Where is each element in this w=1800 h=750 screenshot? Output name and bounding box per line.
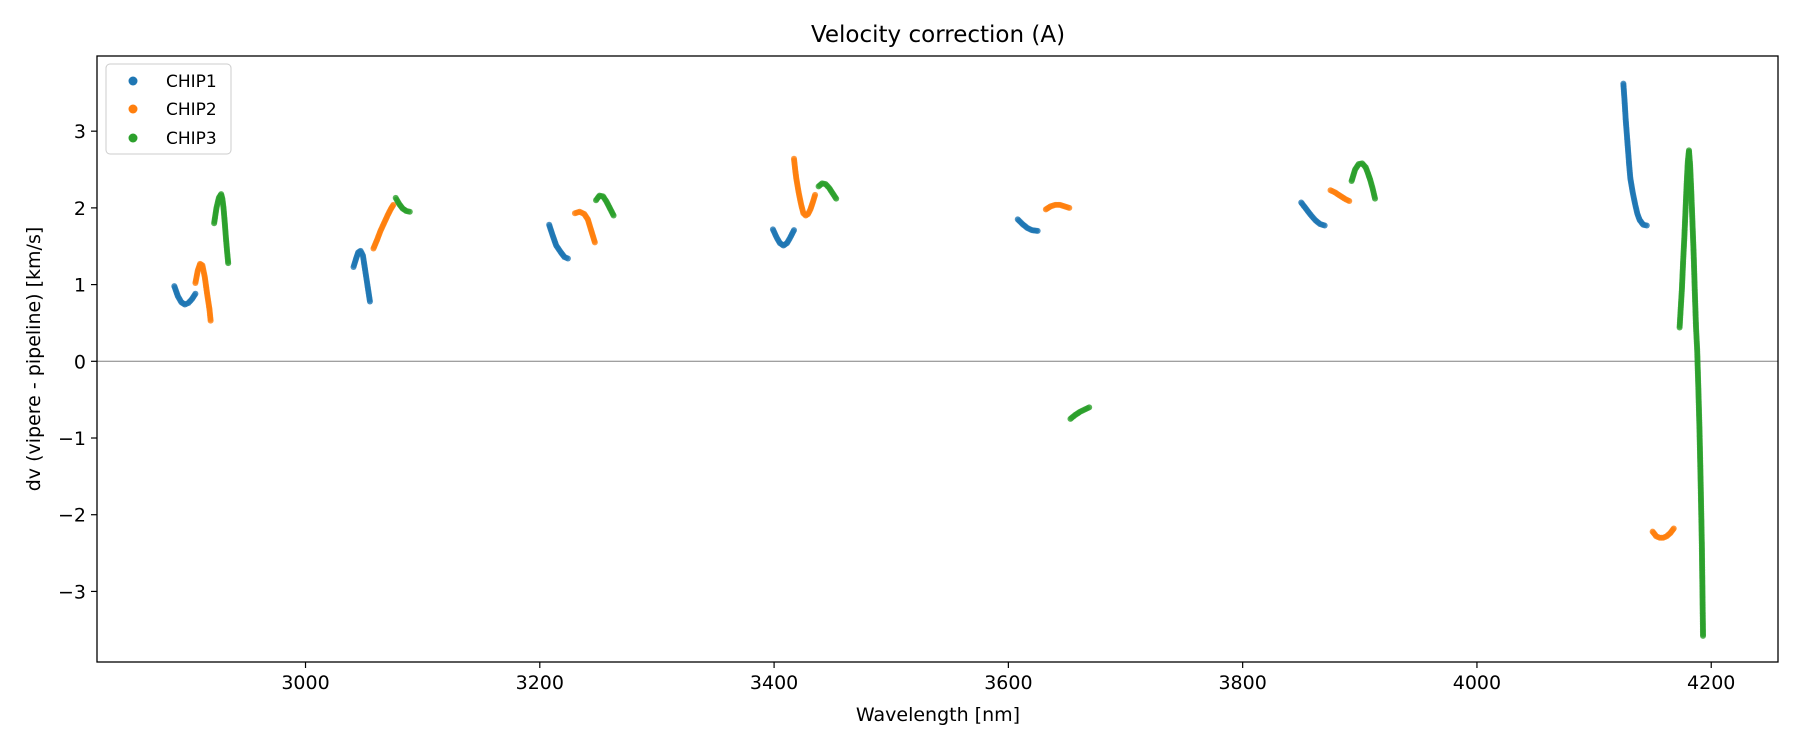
x-tick-label: 3400 (750, 672, 798, 694)
data-point (1321, 222, 1328, 229)
x-axis-label: Wavelength [nm] (856, 704, 1020, 726)
x-tick-label: 3000 (281, 672, 329, 694)
data-point (390, 201, 397, 208)
data-point (207, 317, 214, 324)
data-point (1346, 197, 1353, 204)
series-chip2 (192, 155, 1677, 541)
data-point (225, 260, 232, 267)
legend: CHIP1 CHIP2 CHIP3 (105, 63, 232, 155)
data-point (1700, 632, 1707, 639)
x-tick-label: 4200 (1687, 672, 1735, 694)
legend-label-chip3: CHIP3 (166, 129, 217, 149)
data-point (1086, 404, 1093, 411)
x-tick-label: 3200 (516, 672, 564, 694)
data-point (791, 227, 797, 234)
plot-frame (96, 55, 1779, 663)
legend-label-chip2: CHIP2 (166, 100, 217, 120)
legend-entry-chip3: CHIP3 (128, 129, 217, 149)
data-point (591, 239, 598, 246)
data-point (564, 255, 571, 262)
legend-frame (105, 63, 232, 155)
legend-label-chip1: CHIP1 (166, 72, 217, 92)
data-point (1643, 222, 1650, 229)
data-point (406, 208, 413, 215)
axis-ticks-layer: 3000 3200 3400 3600 3800 4000 4200 −3 −2 −1 0 1 2 3 (58, 121, 1735, 694)
legend-marker-chip1 (128, 76, 138, 86)
x-tick-label: 3600 (984, 672, 1032, 694)
y-axis-label: dv (vipere - pipeline) [km/s] (23, 227, 45, 492)
data-point (812, 191, 819, 198)
data-point (833, 195, 840, 202)
data-point (1066, 204, 1073, 211)
x-tick-label: 3800 (1218, 672, 1266, 694)
x-tick-label: 4000 (1453, 672, 1501, 694)
series-chip3 (211, 147, 1707, 639)
y-tick-label: 1 (74, 275, 86, 297)
legend-entry-chip2: CHIP2 (128, 100, 217, 120)
data-point (610, 212, 617, 219)
y-tick-label: −3 (58, 581, 86, 603)
series-chip1 (171, 80, 1650, 308)
data-point (192, 290, 199, 297)
legend-entry-chip1: CHIP1 (128, 72, 217, 92)
data-point (1670, 525, 1677, 532)
data-point (366, 298, 373, 305)
y-tick-label: 2 (74, 198, 86, 220)
legend-marker-chip2 (128, 104, 138, 114)
y-tick-label: −1 (58, 428, 86, 450)
chart-title: Velocity correction (A) (811, 22, 1065, 48)
y-tick-label: −2 (58, 505, 86, 527)
data-point (1034, 227, 1041, 234)
y-tick-label: 0 (74, 351, 86, 373)
data-point (1372, 195, 1379, 202)
legend-marker-chip3 (128, 133, 138, 143)
data-points-layer (171, 80, 1707, 639)
y-tick-label: 3 (74, 121, 86, 143)
